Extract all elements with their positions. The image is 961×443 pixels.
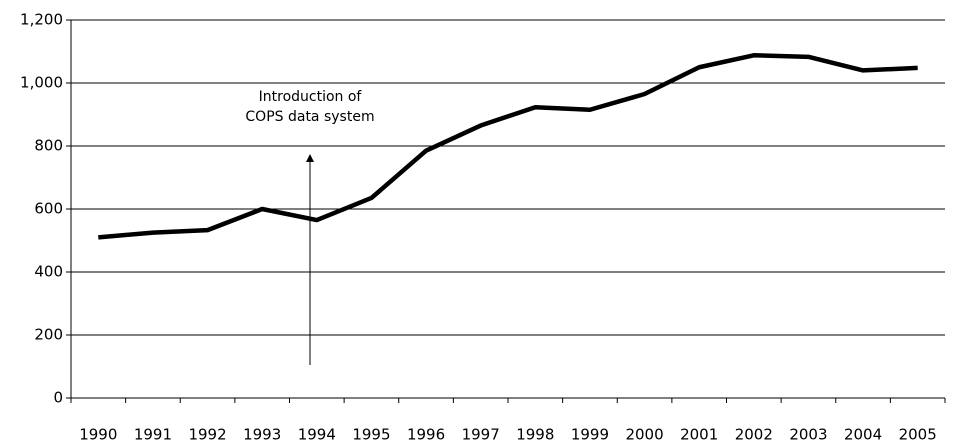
y-tick-label: 1,000 <box>20 74 63 92</box>
x-tick-label: 1997 <box>462 426 500 443</box>
y-tick-label: 400 <box>34 263 63 281</box>
y-tick-label: 200 <box>34 326 63 344</box>
x-tick-label: 1999 <box>571 426 609 443</box>
x-tick-label: 1994 <box>298 426 336 443</box>
data-line <box>98 53 918 240</box>
y-tick-label: 0 <box>53 389 63 407</box>
x-tick-label: 1993 <box>243 426 281 443</box>
annotation-background <box>225 85 395 140</box>
x-tick-label: 2001 <box>680 426 718 443</box>
y-tick-label: 600 <box>34 200 63 218</box>
x-tick-label: 2000 <box>625 426 663 443</box>
x-tick-label: 1995 <box>352 426 390 443</box>
annotation: Introduction of <box>259 89 363 105</box>
x-tick-label: 2005 <box>899 426 937 443</box>
x-tick-label: 2004 <box>844 426 882 443</box>
y-tick-label: 1,200 <box>20 11 63 29</box>
x-tick-label: 1990 <box>79 426 117 443</box>
y-tick-label: 800 <box>34 137 63 155</box>
x-tick-label: 2003 <box>789 426 827 443</box>
x-tick-label: 1992 <box>188 426 226 443</box>
annotation: COPS data system <box>245 109 374 125</box>
x-tick-label: 2002 <box>735 426 773 443</box>
x-tick-label: 1996 <box>407 426 445 443</box>
x-tick-label: 1991 <box>134 426 172 443</box>
x-tick-label: 1998 <box>516 426 554 443</box>
